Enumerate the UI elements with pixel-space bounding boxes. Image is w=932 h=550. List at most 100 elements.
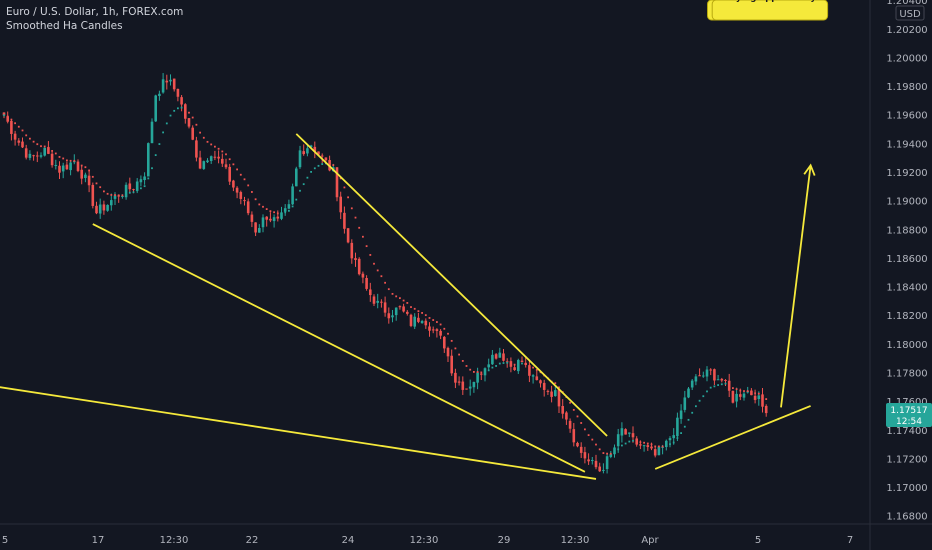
smoothed-ha-dot: [757, 392, 760, 395]
smoothed-ha-dot: [720, 383, 723, 386]
smoothed-ha-dot: [291, 205, 294, 208]
smoothed-ha-dot: [54, 152, 57, 155]
price-tick-label: 1.19400: [886, 139, 927, 150]
smoothed-ha-dot: [80, 164, 83, 167]
smoothed-ha-dot: [225, 153, 227, 156]
legend-symbol[interactable]: Euro / U.S. Dollar, 1h, FOREX.com: [6, 6, 184, 18]
candle-body: [47, 147, 50, 154]
candle-body: [291, 186, 294, 205]
time-axis[interactable]: 5 17 12:30 22 24 12:30 29 12:30 Apr 5 7: [0, 523, 932, 546]
callout-label: buying opportunity: [724, 0, 817, 3]
smoothed-ha-dot: [406, 302, 409, 304]
price-tag-box: [886, 403, 932, 427]
smoothed-ha-dot: [669, 443, 671, 446]
candle-body: [402, 306, 405, 312]
smoothed-ha-dot: [473, 370, 475, 373]
candle-body: [450, 355, 453, 374]
candle-body: [276, 216, 280, 219]
smoothed-ha-dot: [399, 297, 401, 300]
candle-body: [742, 393, 746, 398]
smoothed-ha-dot: [672, 441, 675, 444]
candle-body: [439, 330, 442, 336]
candle-body: [80, 169, 83, 179]
smoothed-ha-dot: [621, 444, 623, 447]
time-tick-label: 17: [92, 535, 105, 546]
smoothed-ha-dot: [761, 395, 764, 397]
candle-body: [716, 379, 720, 381]
smoothed-ha-dot: [173, 109, 176, 112]
candle-body: [32, 155, 35, 157]
candle-body: [298, 150, 302, 168]
candle-body: [609, 454, 613, 457]
smoothed-ha-dot: [206, 140, 209, 143]
smoothed-ha-dot: [495, 365, 497, 367]
time-tick-label: Apr: [641, 535, 659, 546]
candle-body: [24, 148, 28, 158]
candle-body: [602, 469, 605, 471]
candle-body: [535, 376, 539, 381]
candle-body: [84, 174, 87, 179]
candle-body: [339, 196, 342, 213]
drawings-layer: TG 1.19600buying opportunity: [0, 0, 829, 480]
currency-badge[interactable]: USD: [895, 5, 925, 21]
candle-body: [335, 167, 339, 198]
price-tick-label: 1.20200: [886, 25, 927, 36]
candle-body: [413, 316, 416, 327]
candle-body: [391, 315, 394, 318]
candle-body: [324, 157, 328, 161]
candle-body: [665, 440, 668, 448]
candle-body: [690, 380, 694, 388]
price-tick-label: 1.17800: [886, 368, 927, 379]
smoothed-ha-dot: [154, 154, 157, 157]
candle-body: [365, 277, 368, 289]
time-tick-label: 12:30: [410, 535, 439, 546]
candle-body: [591, 459, 594, 461]
smoothed-ha-dot: [121, 194, 124, 197]
smoothed-ha-dot: [202, 136, 205, 139]
price-axis[interactable]: 1.20400 1.20200 1.20000 1.19800 1.19600 1.194…: [869, 0, 928, 550]
candle-body: [269, 218, 272, 221]
candle-body: [757, 395, 761, 400]
smoothed-ha-dot: [484, 370, 486, 373]
candle-body: [431, 329, 435, 331]
smoothed-ha-dot: [380, 275, 383, 278]
candle-body: [764, 405, 768, 414]
trendline: [654, 405, 811, 470]
smoothed-ha-dot: [29, 137, 31, 140]
candle-body: [687, 388, 690, 398]
candle-body: [639, 444, 642, 446]
candle-body: [180, 97, 183, 105]
smoothed-ha-dot: [650, 443, 653, 446]
candle-body: [343, 212, 346, 229]
smoothed-ha-dot: [465, 365, 468, 367]
candle-body: [302, 151, 305, 155]
candle-body: [161, 79, 165, 93]
smoothed-ha-dot: [535, 368, 538, 371]
smoothed-ha-dot: [165, 122, 168, 125]
candle-body: [124, 184, 128, 198]
candle-body: [565, 412, 568, 420]
smoothed-ha-dot: [713, 385, 716, 388]
smoothed-ha-dot: [95, 182, 98, 185]
smoothed-ha-dot: [683, 425, 686, 428]
smoothed-ha-dot: [6, 115, 9, 118]
legend-indicator[interactable]: Smoothed Ha Candles: [6, 20, 123, 32]
smoothed-ha-dot: [62, 157, 65, 160]
candle-body: [113, 195, 117, 199]
candle-body: [265, 216, 268, 220]
candle-body: [65, 164, 69, 170]
candle-body: [624, 429, 627, 435]
smoothed-ha-dot: [47, 146, 50, 149]
candle-body: [498, 352, 502, 358]
smoothed-ha-dot: [439, 323, 442, 326]
candle-body: [398, 306, 402, 308]
smoothed-ha-dot: [436, 321, 438, 323]
candle-body: [454, 372, 457, 383]
smoothed-ha-dot: [687, 418, 690, 421]
target-arrow-head: [803, 163, 816, 176]
trendline: [0, 386, 597, 480]
candle-body: [154, 95, 157, 122]
smoothed-ha-dot: [413, 307, 416, 310]
candle-body: [420, 320, 424, 324]
